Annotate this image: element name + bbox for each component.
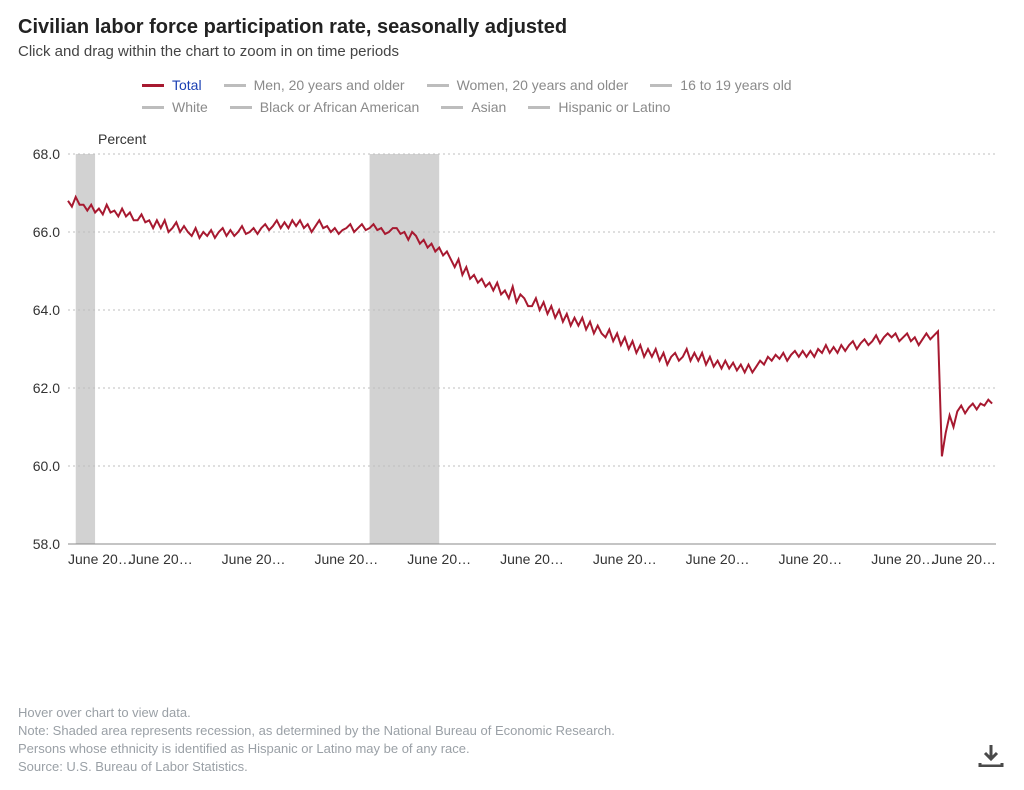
x-tick-label: June 20… <box>68 551 132 567</box>
legend-item[interactable]: Total <box>142 74 202 96</box>
chart-subtitle: Click and drag within the chart to zoom … <box>18 43 1006 60</box>
legend-label: White <box>172 96 208 118</box>
x-tick-label: June 20… <box>593 551 657 567</box>
legend-swatch <box>441 106 463 109</box>
y-tick-label: 68.0 <box>33 146 60 162</box>
x-tick-label: June 20… <box>871 551 935 567</box>
x-tick-label: June 20… <box>686 551 750 567</box>
x-tick-label: June 20… <box>222 551 286 567</box>
plot-area[interactable]: 58.060.062.064.066.068.0PercentJune 20…J… <box>18 124 1006 574</box>
y-tick-label: 64.0 <box>33 302 60 318</box>
legend-label: Women, 20 years and older <box>457 74 629 96</box>
footnote-line: Source: U.S. Bureau of Labor Statistics. <box>18 758 615 776</box>
footnote-line: Persons whose ethnicity is identified as… <box>18 740 615 758</box>
recession-band <box>76 154 95 544</box>
legend-item[interactable]: Black or African American <box>230 96 420 118</box>
legend-label: Black or African American <box>260 96 420 118</box>
legend-swatch <box>142 84 164 87</box>
legend-item[interactable]: Hispanic or Latino <box>528 96 670 118</box>
legend-swatch <box>142 106 164 109</box>
footnote-line: Note: Shaded area represents recession, … <box>18 722 615 740</box>
legend-item[interactable]: Women, 20 years and older <box>427 74 629 96</box>
x-tick-label: June 20… <box>129 551 193 567</box>
x-tick-label: June 20… <box>314 551 378 567</box>
x-tick-label: June 20… <box>500 551 564 567</box>
y-axis-label: Percent <box>98 131 146 147</box>
legend-swatch <box>650 84 672 87</box>
legend-item[interactable]: White <box>142 96 208 118</box>
y-tick-label: 66.0 <box>33 224 60 240</box>
recession-band <box>370 154 440 544</box>
legend-swatch <box>230 106 252 109</box>
legend-label: Total <box>172 74 202 96</box>
legend-label: Men, 20 years and older <box>254 74 405 96</box>
series-line-total <box>68 197 992 456</box>
footnotes: Hover over chart to view data.Note: Shad… <box>18 704 615 776</box>
chart-container: Civilian labor force participation rate,… <box>0 0 1024 790</box>
y-tick-label: 60.0 <box>33 458 60 474</box>
footnote-line: Hover over chart to view data. <box>18 704 615 722</box>
x-tick-label: June 20… <box>778 551 842 567</box>
legend-label: 16 to 19 years old <box>680 74 791 96</box>
line-chart-svg[interactable]: 58.060.062.064.066.068.0PercentJune 20…J… <box>18 124 1006 574</box>
y-tick-label: 58.0 <box>33 536 60 552</box>
legend-item[interactable]: Asian <box>441 96 506 118</box>
legend-swatch <box>427 84 449 87</box>
legend-label: Hispanic or Latino <box>558 96 670 118</box>
x-tick-label: June 20… <box>932 551 996 567</box>
x-tick-label: June 20… <box>407 551 471 567</box>
legend-swatch <box>528 106 550 109</box>
legend-item[interactable]: 16 to 19 years old <box>650 74 791 96</box>
legend-label: Asian <box>471 96 506 118</box>
legend-item[interactable]: Men, 20 years and older <box>224 74 405 96</box>
download-icon[interactable] <box>978 743 1004 772</box>
y-tick-label: 62.0 <box>33 380 60 396</box>
chart-title: Civilian labor force participation rate,… <box>18 16 1006 39</box>
legend: Total Men, 20 years and older Women, 20 ye… <box>142 74 962 118</box>
legend-swatch <box>224 84 246 87</box>
